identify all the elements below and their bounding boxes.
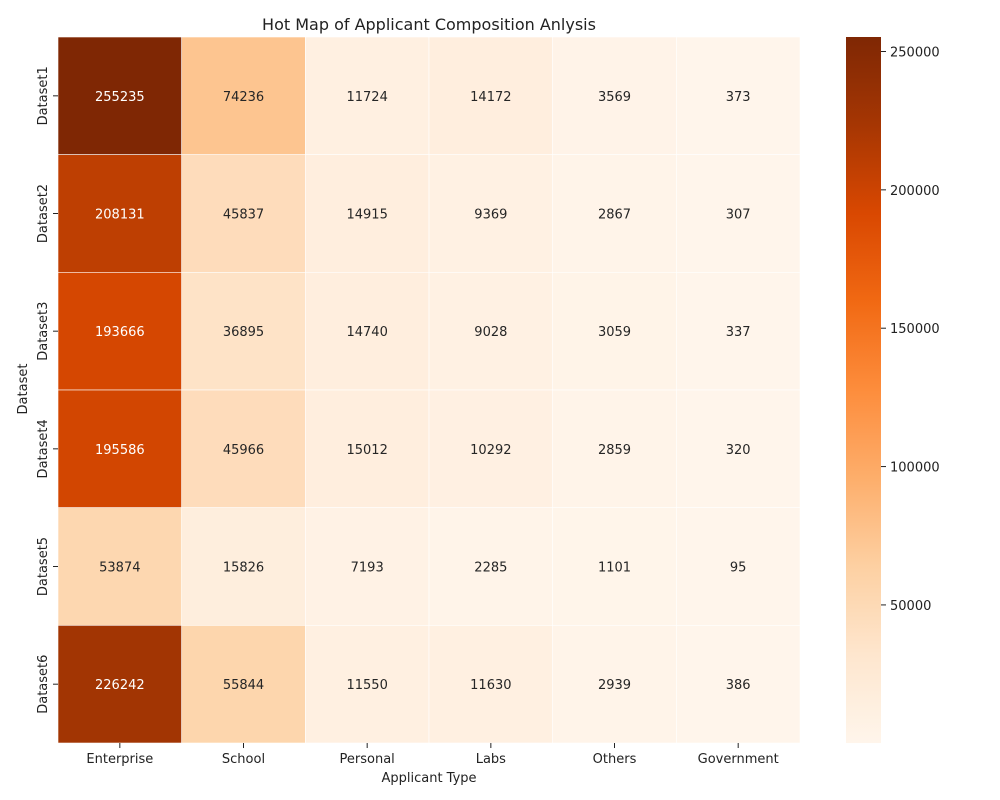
cell-value-label: 373 — [726, 90, 751, 105]
heatmap-cell — [676, 272, 801, 391]
cell-value-label: 55844 — [223, 678, 264, 693]
heatmap-cell — [552, 507, 677, 626]
heatmap-cell — [181, 154, 306, 273]
cell-value-label: 2867 — [598, 208, 631, 223]
cell-value-label: 3569 — [598, 90, 631, 105]
heatmap-cell — [676, 36, 801, 155]
colorbar-tick-label: 200000 — [890, 184, 940, 199]
cell-value-label: 208131 — [95, 208, 145, 223]
heatmap-cell — [181, 507, 306, 626]
cell-value-label: 307 — [726, 208, 751, 223]
cell-value-label: 386 — [726, 678, 751, 693]
cell-value-label: 36895 — [223, 325, 264, 340]
cell-value-label: 11724 — [346, 90, 387, 105]
cell-value-label: 11550 — [346, 678, 387, 693]
heatmap-cell — [552, 625, 677, 744]
cell-value-label: 10292 — [470, 443, 511, 458]
cell-value-label: 45966 — [223, 443, 264, 458]
y-tick-label: Dataset3 — [36, 302, 51, 361]
x-tick-label: Others — [593, 752, 637, 767]
cell-value-label: 14172 — [470, 90, 511, 105]
cell-value-label: 14740 — [346, 325, 387, 340]
x-axis-ticks: Enterprise School Personal Labs Others Govern… — [86, 743, 779, 767]
heatmap-cell — [428, 507, 553, 626]
cell-value-label: 7193 — [351, 561, 384, 576]
cell-value-label: 2285 — [474, 561, 507, 576]
heatmap-cell — [305, 507, 430, 626]
x-tick-label: Enterprise — [86, 752, 153, 767]
colorbar-tick-label: 100000 — [890, 461, 940, 476]
y-tick-label: Dataset5 — [36, 537, 51, 596]
colorbar-tick-label: 50000 — [890, 599, 931, 614]
heatmap-cell — [305, 389, 430, 508]
heatmap-cell — [181, 272, 306, 391]
heatmap-cells: 255235 74236 11724 14172 3569 373 208131 45837 1… — [57, 36, 801, 744]
x-tick-label: School — [222, 752, 265, 767]
y-axis-title: Dataset — [16, 364, 31, 415]
heatmap-cell — [57, 507, 182, 626]
cell-value-label: 195586 — [95, 443, 145, 458]
cell-value-label: 1101 — [598, 561, 631, 576]
cell-value-label: 255235 — [95, 90, 145, 105]
heatmap-cell — [57, 36, 182, 155]
cell-value-label: 337 — [726, 325, 751, 340]
cell-value-label: 74236 — [223, 90, 264, 105]
cell-value-label: 15826 — [223, 561, 264, 576]
cell-value-label: 226242 — [95, 678, 145, 693]
x-axis-title: Applicant Type — [381, 771, 476, 786]
y-axis-ticks: Dataset1 Dataset2 Dataset3 Dataset4 Dataset5… — [36, 66, 58, 714]
heatmap-cell — [552, 36, 677, 155]
cell-value-label: 11630 — [470, 678, 511, 693]
heatmap-cell — [181, 36, 306, 155]
cell-value-label: 9028 — [474, 325, 507, 340]
x-tick-label: Personal — [340, 752, 395, 767]
colorbar-gradient — [846, 37, 881, 744]
heatmap-cell — [428, 625, 553, 744]
cell-value-label: 3059 — [598, 325, 631, 340]
heatmap-cell — [428, 154, 553, 273]
heatmap-cell — [428, 389, 553, 508]
y-tick-label: Dataset2 — [36, 184, 51, 243]
heatmap-cell — [305, 272, 430, 391]
heatmap-cell — [57, 154, 182, 273]
colorbar-tick-label: 250000 — [890, 45, 940, 60]
heatmap-cell — [305, 36, 430, 155]
y-tick-label: Dataset6 — [36, 655, 51, 714]
cell-value-label: 95 — [730, 561, 747, 576]
y-tick-label: Dataset4 — [36, 419, 51, 478]
heatmap-cell — [57, 272, 182, 391]
cell-value-label: 45837 — [223, 208, 264, 223]
cell-value-label: 193666 — [95, 325, 145, 340]
heatmap-cell — [428, 36, 553, 155]
x-tick-label: Labs — [476, 752, 506, 767]
heatmap-cell — [57, 625, 182, 744]
heatmap-cell — [676, 507, 801, 626]
x-tick-label: Government — [698, 752, 779, 767]
heatmap-cell — [676, 625, 801, 744]
y-tick-label: Dataset1 — [36, 66, 51, 125]
cell-value-label: 14915 — [346, 208, 387, 223]
heatmap-cell — [676, 389, 801, 508]
heatmap-cell — [428, 272, 553, 391]
cell-value-label: 53874 — [99, 561, 140, 576]
cell-value-label: 9369 — [474, 208, 507, 223]
colorbar-tick-label: 150000 — [890, 322, 940, 337]
heatmap-cell — [181, 389, 306, 508]
heatmap-cell — [552, 389, 677, 508]
chart-title: Hot Map of Applicant Composition Anlysis — [262, 15, 596, 34]
cell-value-label: 15012 — [346, 443, 387, 458]
cell-value-label: 2939 — [598, 678, 631, 693]
heatmap-cell — [552, 272, 677, 391]
heatmap-cell — [676, 154, 801, 273]
heatmap-cell — [57, 389, 182, 508]
cell-value-label: 320 — [726, 443, 751, 458]
cell-value-label: 2859 — [598, 443, 631, 458]
colorbar: 50000 100000 150000 200000 250000 — [846, 37, 940, 744]
